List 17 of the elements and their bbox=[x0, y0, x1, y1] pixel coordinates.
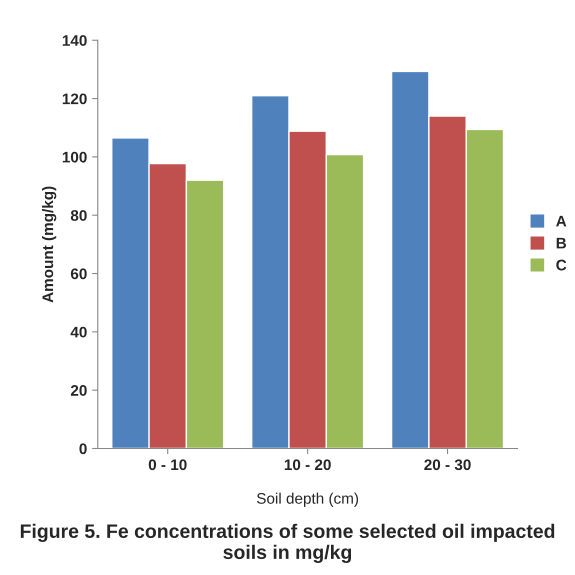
legend-label: A bbox=[556, 216, 566, 226]
y-tick-label: 80 bbox=[70, 210, 87, 221]
x-axis-title: Soil depth (cm) bbox=[256, 492, 358, 507]
x-tick-label: 20 - 30 bbox=[424, 459, 471, 470]
y-tick-label: 20 bbox=[70, 385, 87, 396]
y-tick-label: 0 bbox=[79, 443, 87, 454]
text: Figure 5. Fe concentrations of some selected oil impacted soils in mg/kg bbox=[20, 524, 554, 563]
x-tick-label: 10 - 20 bbox=[284, 459, 331, 470]
y-tick-label: 100 bbox=[62, 152, 87, 163]
y-tick-label: 40 bbox=[70, 326, 87, 338]
y-tick-label: 140 bbox=[62, 35, 87, 46]
y-tick-label: 120 bbox=[62, 93, 87, 104]
legend-label: C bbox=[556, 260, 566, 270]
x-tick-label: 0 - 10 bbox=[148, 459, 187, 470]
y-tick-label: 60 bbox=[70, 268, 87, 280]
legend-label: B bbox=[556, 238, 566, 248]
y-axis-title: Amount (mg/kg) bbox=[42, 186, 56, 303]
